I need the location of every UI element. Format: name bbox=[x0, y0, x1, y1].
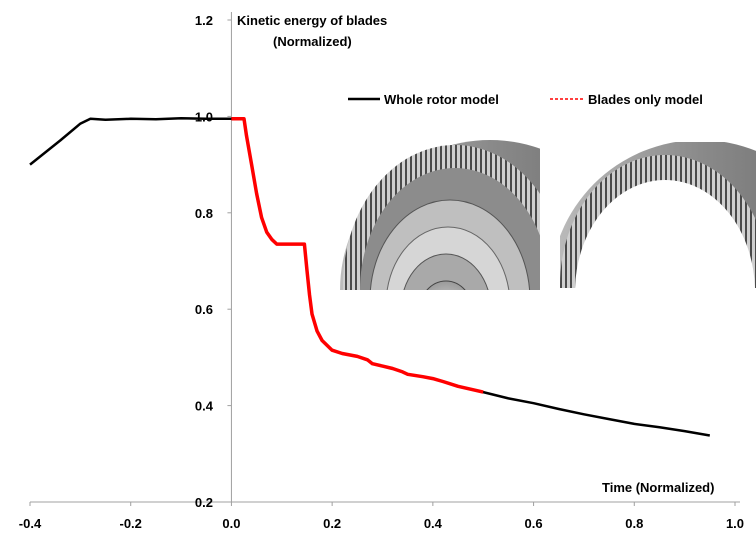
x-tick-label: 1.0 bbox=[726, 516, 744, 531]
x-tick-label: -0.4 bbox=[19, 516, 42, 531]
x-tick-label: 0.4 bbox=[424, 516, 443, 531]
y-tick-label: 0.6 bbox=[195, 302, 213, 317]
legend-label-blades-only: Blades only model bbox=[588, 92, 703, 107]
legend: Whole rotor model Blades only model bbox=[348, 92, 703, 107]
x-tick-label: 0.8 bbox=[625, 516, 643, 531]
x-tick-label: 0.0 bbox=[222, 516, 240, 531]
tick-labels: -0.4 -0.2 0.0 0.2 0.4 0.6 0.8 1.0 0.2 0.4 0.6 0.8 1.… bbox=[19, 13, 744, 531]
y-tick-label: 1.0 bbox=[195, 109, 213, 124]
blades-only-render bbox=[560, 142, 756, 288]
y-tick-label: 0.2 bbox=[195, 495, 213, 510]
series-line-blades-only bbox=[231, 117, 484, 394]
x-tick-label: -0.2 bbox=[120, 516, 142, 531]
y-axis-label-line1: Kinetic energy of blades bbox=[237, 13, 387, 28]
y-tick-label: 0.4 bbox=[195, 399, 214, 414]
legend-label-whole-rotor: Whole rotor model bbox=[384, 92, 499, 107]
x-tick-label: 0.6 bbox=[525, 516, 543, 531]
whole-rotor-render bbox=[340, 140, 540, 290]
axes bbox=[29, 12, 740, 506]
series-lines bbox=[29, 117, 711, 437]
x-tick-label: 0.2 bbox=[323, 516, 341, 531]
y-tick-label: 1.2 bbox=[195, 13, 213, 28]
x-axis-label: Time (Normalized) bbox=[602, 480, 714, 495]
y-tick-label: 0.8 bbox=[195, 206, 213, 221]
y-axis-label-line2: (Normalized) bbox=[273, 34, 352, 49]
